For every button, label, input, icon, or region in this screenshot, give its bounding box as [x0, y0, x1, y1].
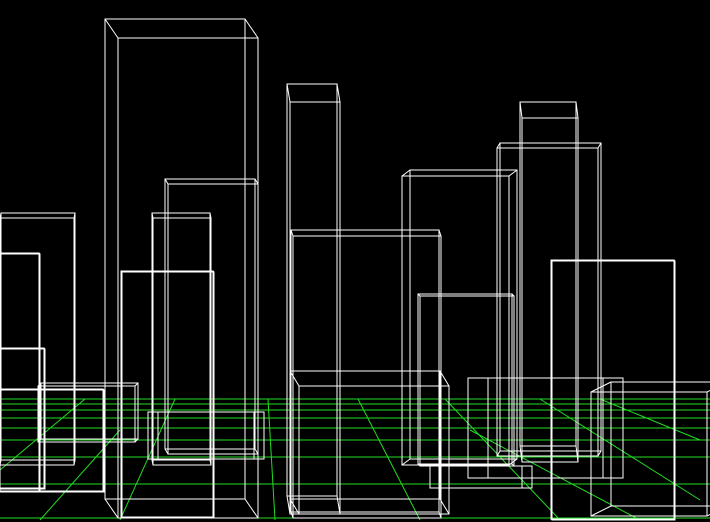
building-wireframe [0, 252, 41, 493]
grid-line-perspective [267, 398, 276, 521]
building-wireframe [519, 101, 579, 463]
building-wireframe [429, 465, 533, 489]
grid-line-perspective [0, 398, 86, 471]
grid-line-perspective [39, 429, 121, 521]
building-wireframe [590, 381, 710, 517]
grid-line-perspective [599, 398, 701, 441]
building-wireframe [0, 388, 105, 493]
building-wireframe [550, 259, 676, 521]
building-wireframe [37, 382, 139, 443]
building-wireframe [151, 212, 212, 466]
grid-line-perspective [357, 398, 421, 521]
building-wireframe [147, 411, 265, 460]
building-wireframe [0, 212, 76, 466]
building-wireframe [286, 83, 341, 515]
grid-line-perspective [469, 429, 641, 521]
building-wireframe [120, 270, 215, 519]
building-wireframe [496, 142, 602, 457]
building-wireframe [104, 18, 259, 519]
buildings-layer [0, 18, 710, 521]
building-wireframe [0, 347, 46, 490]
building-wireframe [467, 377, 624, 479]
grid-line-perspective [539, 398, 701, 501]
building-wireframe [289, 370, 450, 515]
